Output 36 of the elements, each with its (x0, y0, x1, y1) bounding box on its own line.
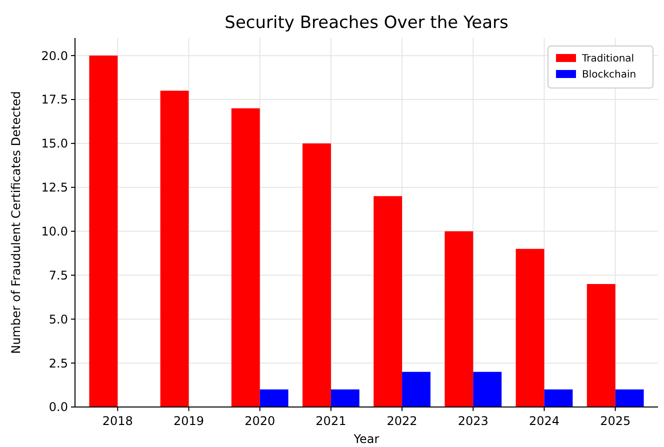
y-tick-label: 0.0 (48, 400, 68, 414)
y-axis-title: Number of Fraudulent Certificates Detected (9, 91, 23, 354)
y-tick-label: 7.5 (48, 268, 68, 282)
x-tick-label: 2021 (316, 414, 346, 428)
y-tick-label: 12.5 (41, 180, 68, 195)
bar (374, 196, 402, 407)
x-tick-label: 2020 (244, 414, 276, 428)
bar (260, 389, 288, 407)
legend-label: Traditional (581, 54, 634, 64)
y-tick-label: 5.0 (48, 312, 68, 326)
y-tick-label: 17.5 (41, 92, 68, 107)
bar (444, 231, 474, 407)
x-tick-label: 2022 (386, 414, 418, 428)
x-tick-label: 2019 (173, 414, 204, 428)
bar (231, 108, 260, 407)
y-tick-label: 20.0 (41, 48, 68, 63)
bar (402, 372, 430, 407)
chart-title: Security Breaches Over the Years (224, 13, 508, 33)
bar (330, 389, 360, 407)
bar (516, 248, 544, 407)
legend-label: Blockchain (582, 70, 636, 80)
x-tick-label: 2024 (528, 414, 560, 428)
x-tick-label: 2023 (458, 414, 488, 428)
x-axis-title: Year (352, 432, 380, 446)
y-tick-label: 2.5 (48, 356, 68, 370)
bar (302, 143, 331, 407)
x-tick-label: 2018 (102, 414, 133, 428)
bar (586, 284, 616, 407)
bar (89, 56, 118, 407)
bar (473, 372, 502, 407)
bar (160, 90, 189, 407)
y-tick-label: 15.0 (41, 136, 68, 151)
bar (615, 389, 644, 407)
y-tick-label: 10.0 (41, 224, 68, 238)
x-tick-label: 2025 (600, 414, 631, 428)
bar (544, 389, 573, 407)
